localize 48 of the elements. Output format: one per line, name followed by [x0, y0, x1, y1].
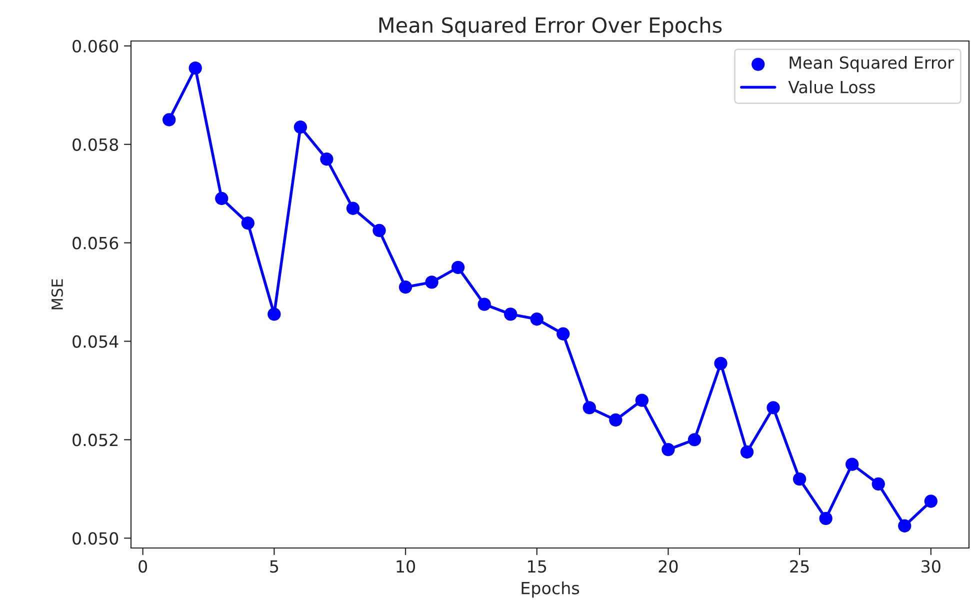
y-tick-label: 0.050	[72, 532, 118, 545]
point	[846, 458, 859, 471]
x-tick-label: 0	[138, 560, 148, 573]
point	[792, 472, 806, 486]
point	[582, 401, 596, 414]
y-tick-label: 0.060	[72, 40, 118, 52]
point	[766, 401, 780, 414]
point	[924, 494, 938, 508]
point	[372, 224, 386, 238]
x-axis-title: Epochs	[522, 581, 580, 598]
legend-label: Value Loss	[788, 80, 875, 94]
point	[294, 120, 308, 134]
point	[478, 298, 491, 311]
x-tick-label: 5	[270, 560, 278, 573]
point	[635, 394, 649, 407]
point	[898, 519, 912, 532]
y-tick-label: 0.054	[72, 335, 118, 348]
point	[530, 312, 544, 326]
y-tick-label: 0.052	[72, 434, 118, 446]
point	[425, 276, 438, 289]
point	[320, 152, 334, 166]
point	[215, 192, 228, 206]
legend-label: Mean Squared Error	[790, 56, 954, 72]
point	[268, 308, 281, 321]
point	[819, 512, 832, 526]
point	[609, 413, 622, 427]
point	[872, 477, 885, 491]
y-axis-title: MSE	[51, 279, 63, 310]
point	[188, 61, 202, 75]
x-tick-label: 20	[658, 560, 678, 573]
point	[714, 356, 728, 370]
point	[346, 202, 360, 215]
point	[662, 442, 675, 456]
x-tick-label: 15	[528, 560, 546, 573]
point	[740, 445, 754, 459]
point	[398, 280, 412, 294]
point	[504, 308, 518, 321]
point	[451, 260, 465, 274]
point	[162, 113, 176, 126]
y-tick-label: 0.056	[72, 236, 118, 250]
point	[241, 216, 254, 230]
x-tick-label: 30	[922, 560, 940, 573]
chart-title: Mean Squared Error Over Epochs	[379, 16, 722, 37]
x-tick-label: 10	[396, 560, 416, 573]
y-tick-label: 0.058	[72, 138, 118, 151]
point	[556, 327, 570, 340]
point	[688, 433, 702, 446]
x-tick-label: 25	[790, 560, 809, 573]
